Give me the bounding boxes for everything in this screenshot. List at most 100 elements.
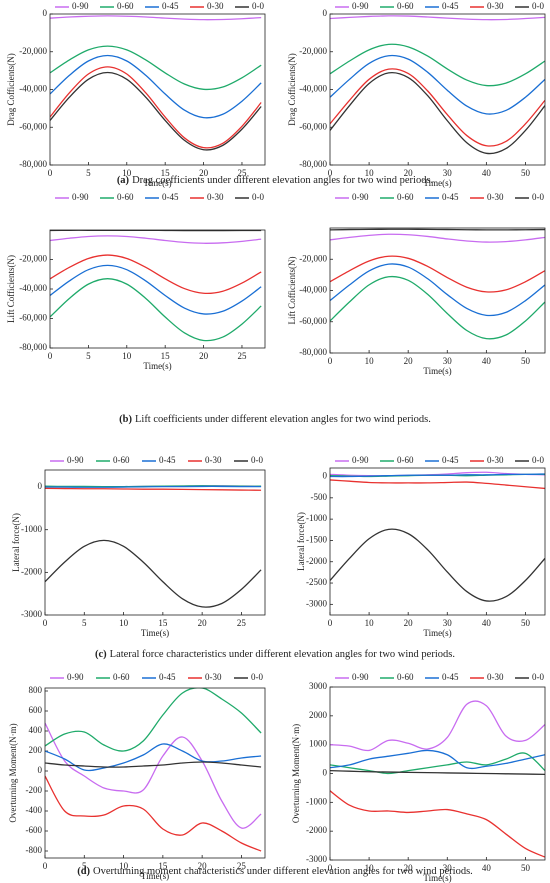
x-tick-label: 20 <box>404 863 414 873</box>
legend-label: 0-45 <box>159 672 176 682</box>
x-tick-label: 40 <box>482 618 492 628</box>
legend-label: 0-45 <box>442 455 459 465</box>
x-tick-label: 40 <box>482 168 492 178</box>
series-line <box>330 233 545 243</box>
x-tick-label: 5 <box>82 861 87 871</box>
x-tick-label: 20 <box>199 351 209 361</box>
series-line <box>45 539 262 608</box>
series-line <box>330 263 545 317</box>
y-tick-label: -40,000 <box>299 84 327 94</box>
legend-label: 0-30 <box>207 192 224 202</box>
x-tick-label: 5 <box>82 618 87 628</box>
y-tick-label: -80,000 <box>299 159 327 169</box>
legend-label: 0-45 <box>159 455 176 465</box>
y-tick-label: -60,000 <box>299 121 327 131</box>
x-tick-label: 0 <box>48 168 53 178</box>
x-tick-label: 10 <box>365 356 375 366</box>
x-tick-label: 25 <box>237 618 247 628</box>
plot-frame <box>44 469 266 616</box>
x-tick-label: 15 <box>158 861 168 871</box>
legend-label: 0-60 <box>117 1 134 11</box>
x-tick-label: 25 <box>237 168 247 178</box>
y-tick-label: 1000 <box>309 739 328 749</box>
y-tick-label: -3000 <box>21 609 42 619</box>
series-line <box>330 43 545 87</box>
y-axis-label: Lift Cofficients(N) <box>287 256 297 324</box>
legend-label: 0-0 <box>252 1 264 11</box>
series-line <box>45 761 262 768</box>
y-tick-label: -3000 <box>306 854 327 864</box>
y-tick-label: -20,000 <box>19 46 47 56</box>
y-tick-label: 600 <box>29 705 43 715</box>
y-tick-label: -20,000 <box>19 254 47 264</box>
series-line <box>330 790 545 858</box>
y-tick-label: -20,000 <box>299 46 327 56</box>
legend-label: 0-90 <box>67 672 84 682</box>
x-tick-label: 10 <box>365 618 375 628</box>
series-line <box>330 528 545 602</box>
x-tick-label: 5 <box>86 351 91 361</box>
x-tick-label: 30 <box>443 863 453 873</box>
series-line <box>330 15 545 21</box>
x-tick-label: 50 <box>521 863 531 873</box>
legend-label: 0-60 <box>397 192 414 202</box>
y-axis-label: Lateral force(N) <box>296 512 306 571</box>
series-line <box>50 71 262 151</box>
x-tick-label: 10 <box>119 861 129 871</box>
y-tick-label: -400 <box>26 805 43 815</box>
y-tick-label: -800 <box>26 845 43 855</box>
caption-tag: (b) <box>119 414 132 425</box>
y-tick-label: -1000 <box>306 796 327 806</box>
plot-frame <box>44 687 266 859</box>
series-line <box>45 743 262 772</box>
series-line <box>50 54 262 119</box>
caption-text: Lateral force characteristics under diff… <box>110 649 455 660</box>
y-tick-label: -2000 <box>306 556 327 566</box>
x-axis-label: Time(s) <box>423 178 451 188</box>
y-axis-label: Lateral force(N) <box>11 513 21 572</box>
y-tick-label: 2000 <box>309 710 328 720</box>
y-tick-label: -40,000 <box>299 285 327 295</box>
x-tick-label: 10 <box>122 351 132 361</box>
x-tick-label: 30 <box>443 618 453 628</box>
plot-frame <box>49 13 266 166</box>
caption-tag: (d) <box>77 866 90 877</box>
legend-label: 0-90 <box>67 455 84 465</box>
legend-label: 0-0 <box>532 192 544 202</box>
x-axis-label: Time(s) <box>141 871 169 881</box>
legend-label: 0-45 <box>442 672 459 682</box>
y-tick-label: 0 <box>38 481 43 491</box>
x-tick-label: 20 <box>404 356 414 366</box>
y-tick-label: -40,000 <box>19 84 47 94</box>
legend-label: 0-90 <box>72 192 89 202</box>
series-line <box>330 700 545 752</box>
caption: (c) Lateral force characteristics under d… <box>95 649 455 660</box>
x-tick-label: 15 <box>161 351 171 361</box>
series-line <box>45 485 262 488</box>
y-tick-label: 0 <box>43 8 48 18</box>
plot-frame <box>49 229 266 349</box>
y-tick-label: 0 <box>38 765 43 775</box>
x-tick-label: 5 <box>86 168 91 178</box>
x-tick-label: 0 <box>48 351 53 361</box>
legend-label: 0-60 <box>113 455 130 465</box>
legend-label: 0-30 <box>205 455 222 465</box>
caption-tag: (a) <box>117 175 130 186</box>
y-tick-label: -600 <box>26 825 43 835</box>
y-tick-label: -200 <box>26 785 43 795</box>
legend-label: 0-60 <box>397 1 414 11</box>
x-tick-label: 10 <box>122 168 132 178</box>
legend-label: 0-0 <box>251 455 263 465</box>
series-line <box>330 54 545 115</box>
y-tick-label: 0 <box>323 471 328 481</box>
legend-label: 0-0 <box>251 672 263 682</box>
x-tick-label: 0 <box>328 168 333 178</box>
series-line <box>50 235 262 244</box>
x-tick-label: 20 <box>199 168 209 178</box>
x-tick-label: 20 <box>198 618 208 628</box>
legend-label: 0-30 <box>487 1 504 11</box>
y-axis-label: Overturning Moment(N·m) <box>291 724 301 823</box>
plot-frame <box>329 686 546 861</box>
